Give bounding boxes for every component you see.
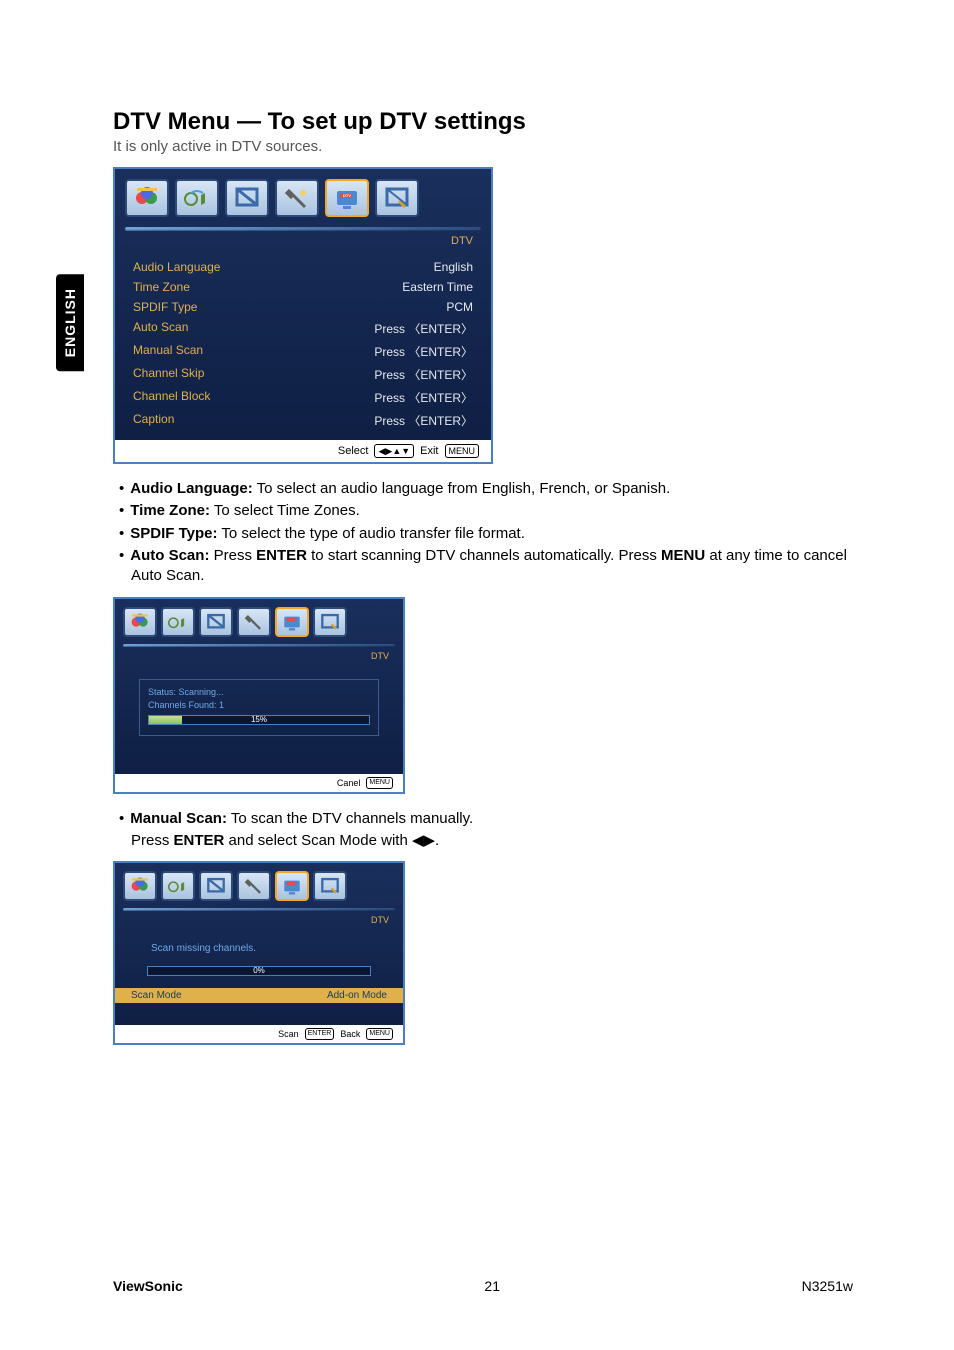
menu-row[interactable]: Audio LanguageEnglish — [133, 257, 473, 277]
panel-title: DTV — [115, 233, 491, 251]
menu-row[interactable]: SPDIF TypePCM — [133, 297, 473, 317]
tab-screen[interactable] — [225, 179, 269, 217]
menu-row[interactable]: CaptionPress 〈ENTER〉 — [133, 409, 473, 432]
enter-key: ENTER — [305, 1028, 335, 1040]
tab-setup[interactable] — [237, 871, 271, 901]
tab-audio[interactable] — [161, 607, 195, 637]
scan-status-line: Status: Scanning... — [148, 686, 370, 699]
footer-exit-label: Exit — [420, 445, 438, 457]
footer-model: N3251w — [802, 1278, 853, 1294]
progress-bar: 0% — [147, 966, 371, 976]
bullet-item: Audio Language: To select an audio langu… — [113, 478, 853, 500]
progress-label: 15% — [149, 715, 369, 724]
panel-footer: Canel MENU — [115, 774, 403, 792]
panel-divider — [125, 227, 481, 231]
menu-items: Audio LanguageEnglish Time ZoneEastern T… — [115, 251, 491, 440]
tab-preset[interactable] — [313, 607, 347, 637]
scan-status-box: Status: Scanning... Channels Found: 1 15… — [139, 679, 379, 736]
osd-tabs — [115, 863, 403, 904]
footer-cancel-label: Canel — [337, 778, 361, 788]
footer-select-label: Select — [338, 445, 369, 457]
tab-setup[interactable] — [275, 179, 319, 217]
progress-label: 0% — [148, 966, 370, 975]
menu-key: MENU — [366, 1028, 393, 1040]
scan-mode-row[interactable]: Scan Mode Add-on Mode — [115, 988, 403, 1003]
tab-dtv[interactable] — [275, 871, 309, 901]
page-content: DTV Menu — To set up DTV settings It is … — [113, 108, 853, 1059]
panel-title: DTV — [115, 913, 403, 929]
panel-footer: Scan ENTER Back MENU — [115, 1025, 403, 1043]
tab-dtv[interactable]: DTV — [325, 179, 369, 217]
osd-tabs: DTV — [115, 169, 491, 221]
scan-mode-label: Scan Mode — [131, 990, 182, 1001]
panel-title: DTV — [115, 649, 403, 665]
scan-mode-value: Add-on Mode — [327, 990, 387, 1001]
tab-audio[interactable] — [161, 871, 195, 901]
tab-preset[interactable] — [375, 179, 419, 217]
scan-channels-line: Channels Found: 1 — [148, 699, 370, 712]
bullet-continuation: Press ENTER and select Scan Mode with ◀▶… — [113, 831, 853, 851]
dtv-autoscan-panel: DTV Status: Scanning... Channels Found: … — [113, 597, 405, 794]
bullet-list-1: Audio Language: To select an audio langu… — [113, 478, 853, 587]
menu-row[interactable]: Auto ScanPress 〈ENTER〉 — [133, 317, 473, 340]
bullet-list-2: Manual Scan: To scan the DTV channels ma… — [113, 808, 853, 851]
menu-row[interactable]: Manual ScanPress 〈ENTER〉 — [133, 340, 473, 363]
tab-screen[interactable] — [199, 871, 233, 901]
footer-scan-label: Scan — [278, 1029, 299, 1039]
tab-setup[interactable] — [237, 607, 271, 637]
page-footer: ViewSonic 21 N3251w — [113, 1278, 853, 1294]
language-tab: ENGLISH — [56, 274, 84, 371]
progress-bar: 15% — [148, 715, 370, 725]
tab-preset[interactable] — [313, 871, 347, 901]
menu-key: MENU — [366, 777, 393, 789]
panel-footer: Select ◀▶▲▼ Exit MENU — [115, 440, 491, 462]
panel-divider — [123, 644, 395, 647]
menu-row[interactable]: Channel BlockPress 〈ENTER〉 — [133, 386, 473, 409]
section-subtitle: It is only active in DTV sources. — [113, 138, 853, 155]
section-heading: DTV Menu — To set up DTV settings — [113, 108, 853, 136]
panel-divider — [123, 908, 395, 911]
bullet-item: Manual Scan: To scan the DTV channels ma… — [113, 808, 853, 830]
footer-page-number: 21 — [484, 1278, 500, 1294]
arrows-key: ◀▶▲▼ — [374, 444, 414, 458]
dtv-main-panel: DTV DTV Audio LanguageEnglish Time ZoneE… — [113, 167, 493, 464]
tab-dtv[interactable] — [275, 607, 309, 637]
tab-audio[interactable] — [175, 179, 219, 217]
tab-picture[interactable] — [125, 179, 169, 217]
menu-row[interactable]: Channel SkipPress 〈ENTER〉 — [133, 363, 473, 386]
tab-screen[interactable] — [199, 607, 233, 637]
osd-tabs — [115, 599, 403, 640]
menu-row[interactable]: Time ZoneEastern Time — [133, 277, 473, 297]
scan-message: Scan missing channels. — [115, 929, 403, 962]
menu-key: MENU — [445, 444, 480, 458]
bullet-item: SPDIF Type: To select the type of audio … — [113, 523, 853, 545]
bullet-item: Auto Scan: Press ENTER to start scanning… — [113, 545, 853, 588]
tab-picture[interactable] — [123, 871, 157, 901]
dtv-manualscan-panel: DTV Scan missing channels. 0% Scan Mode … — [113, 861, 405, 1045]
footer-brand: ViewSonic — [113, 1278, 183, 1294]
bullet-item: Time Zone: To select Time Zones. — [113, 500, 853, 522]
tab-picture[interactable] — [123, 607, 157, 637]
svg-text:DTV: DTV — [343, 193, 351, 198]
footer-back-label: Back — [340, 1029, 360, 1039]
